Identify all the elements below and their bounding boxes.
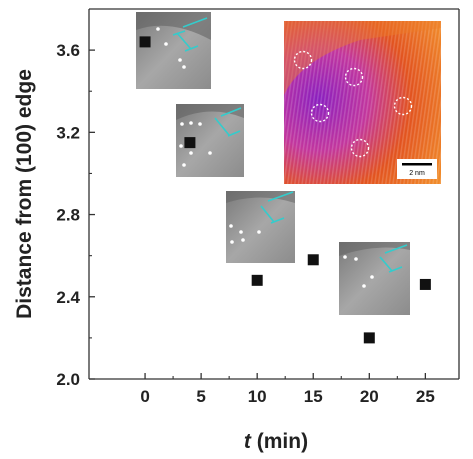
atom-circle (393, 96, 413, 116)
x-axis-title: t (min) (244, 430, 308, 453)
lattice-marker (176, 32, 192, 50)
scale-bar: 2 nm (397, 159, 437, 179)
atom-circle (344, 67, 364, 87)
y-tick-label: 2.4 (56, 288, 80, 307)
tem-inset-1 (136, 12, 211, 89)
lattice-marker (388, 266, 403, 273)
lattice-marker (267, 191, 294, 202)
lattice-marker (227, 130, 241, 137)
tick-labels: 0 5 10 15 20 25 2.0 2.4 2.8 3.2 3.6 (56, 41, 434, 406)
y-tick-label: 3.6 (56, 41, 80, 60)
x-axis-variable: t (244, 430, 252, 453)
x-tick-label: 5 (196, 387, 205, 406)
y-tick-label: 3.2 (56, 123, 80, 142)
lattice-marker (379, 256, 393, 272)
lattice-marker (172, 30, 186, 36)
data-points (139, 36, 431, 344)
y-tick-label: 2.0 (56, 370, 80, 389)
lattice-marker (270, 217, 285, 224)
axis-ticks (89, 49, 427, 380)
lattice-marker (260, 205, 275, 223)
x-tick-label: 10 (248, 387, 267, 406)
lattice-marker (214, 117, 230, 136)
tem-inset-2 (176, 104, 244, 177)
lattice-marker (384, 244, 408, 254)
y-axis-title: Distance from (100) edge (13, 69, 36, 319)
tem-inset-3 (226, 191, 295, 263)
data-point (139, 36, 151, 48)
atom-circle (350, 138, 370, 158)
scale-bar-label: 2 nm (409, 170, 425, 177)
y-tick-label: 2.8 (56, 206, 80, 225)
x-tick-label: 0 (140, 387, 149, 406)
lattice-marker (182, 17, 208, 28)
thermal-inset: 2 nm (284, 21, 441, 184)
atom-circle (293, 50, 313, 70)
x-tick-label: 20 (360, 387, 379, 406)
lattice-marker (184, 45, 199, 52)
x-axis-unit: (min) (251, 430, 308, 453)
data-point (307, 254, 319, 266)
lattice-marker (220, 107, 242, 117)
data-point (251, 274, 263, 286)
data-point (363, 332, 375, 344)
data-point (184, 137, 196, 149)
x-tick-label: 25 (416, 387, 435, 406)
data-point (419, 278, 431, 290)
tem-inset-4 (339, 242, 410, 315)
atom-circle (310, 103, 330, 123)
x-tick-label: 15 (304, 387, 323, 406)
